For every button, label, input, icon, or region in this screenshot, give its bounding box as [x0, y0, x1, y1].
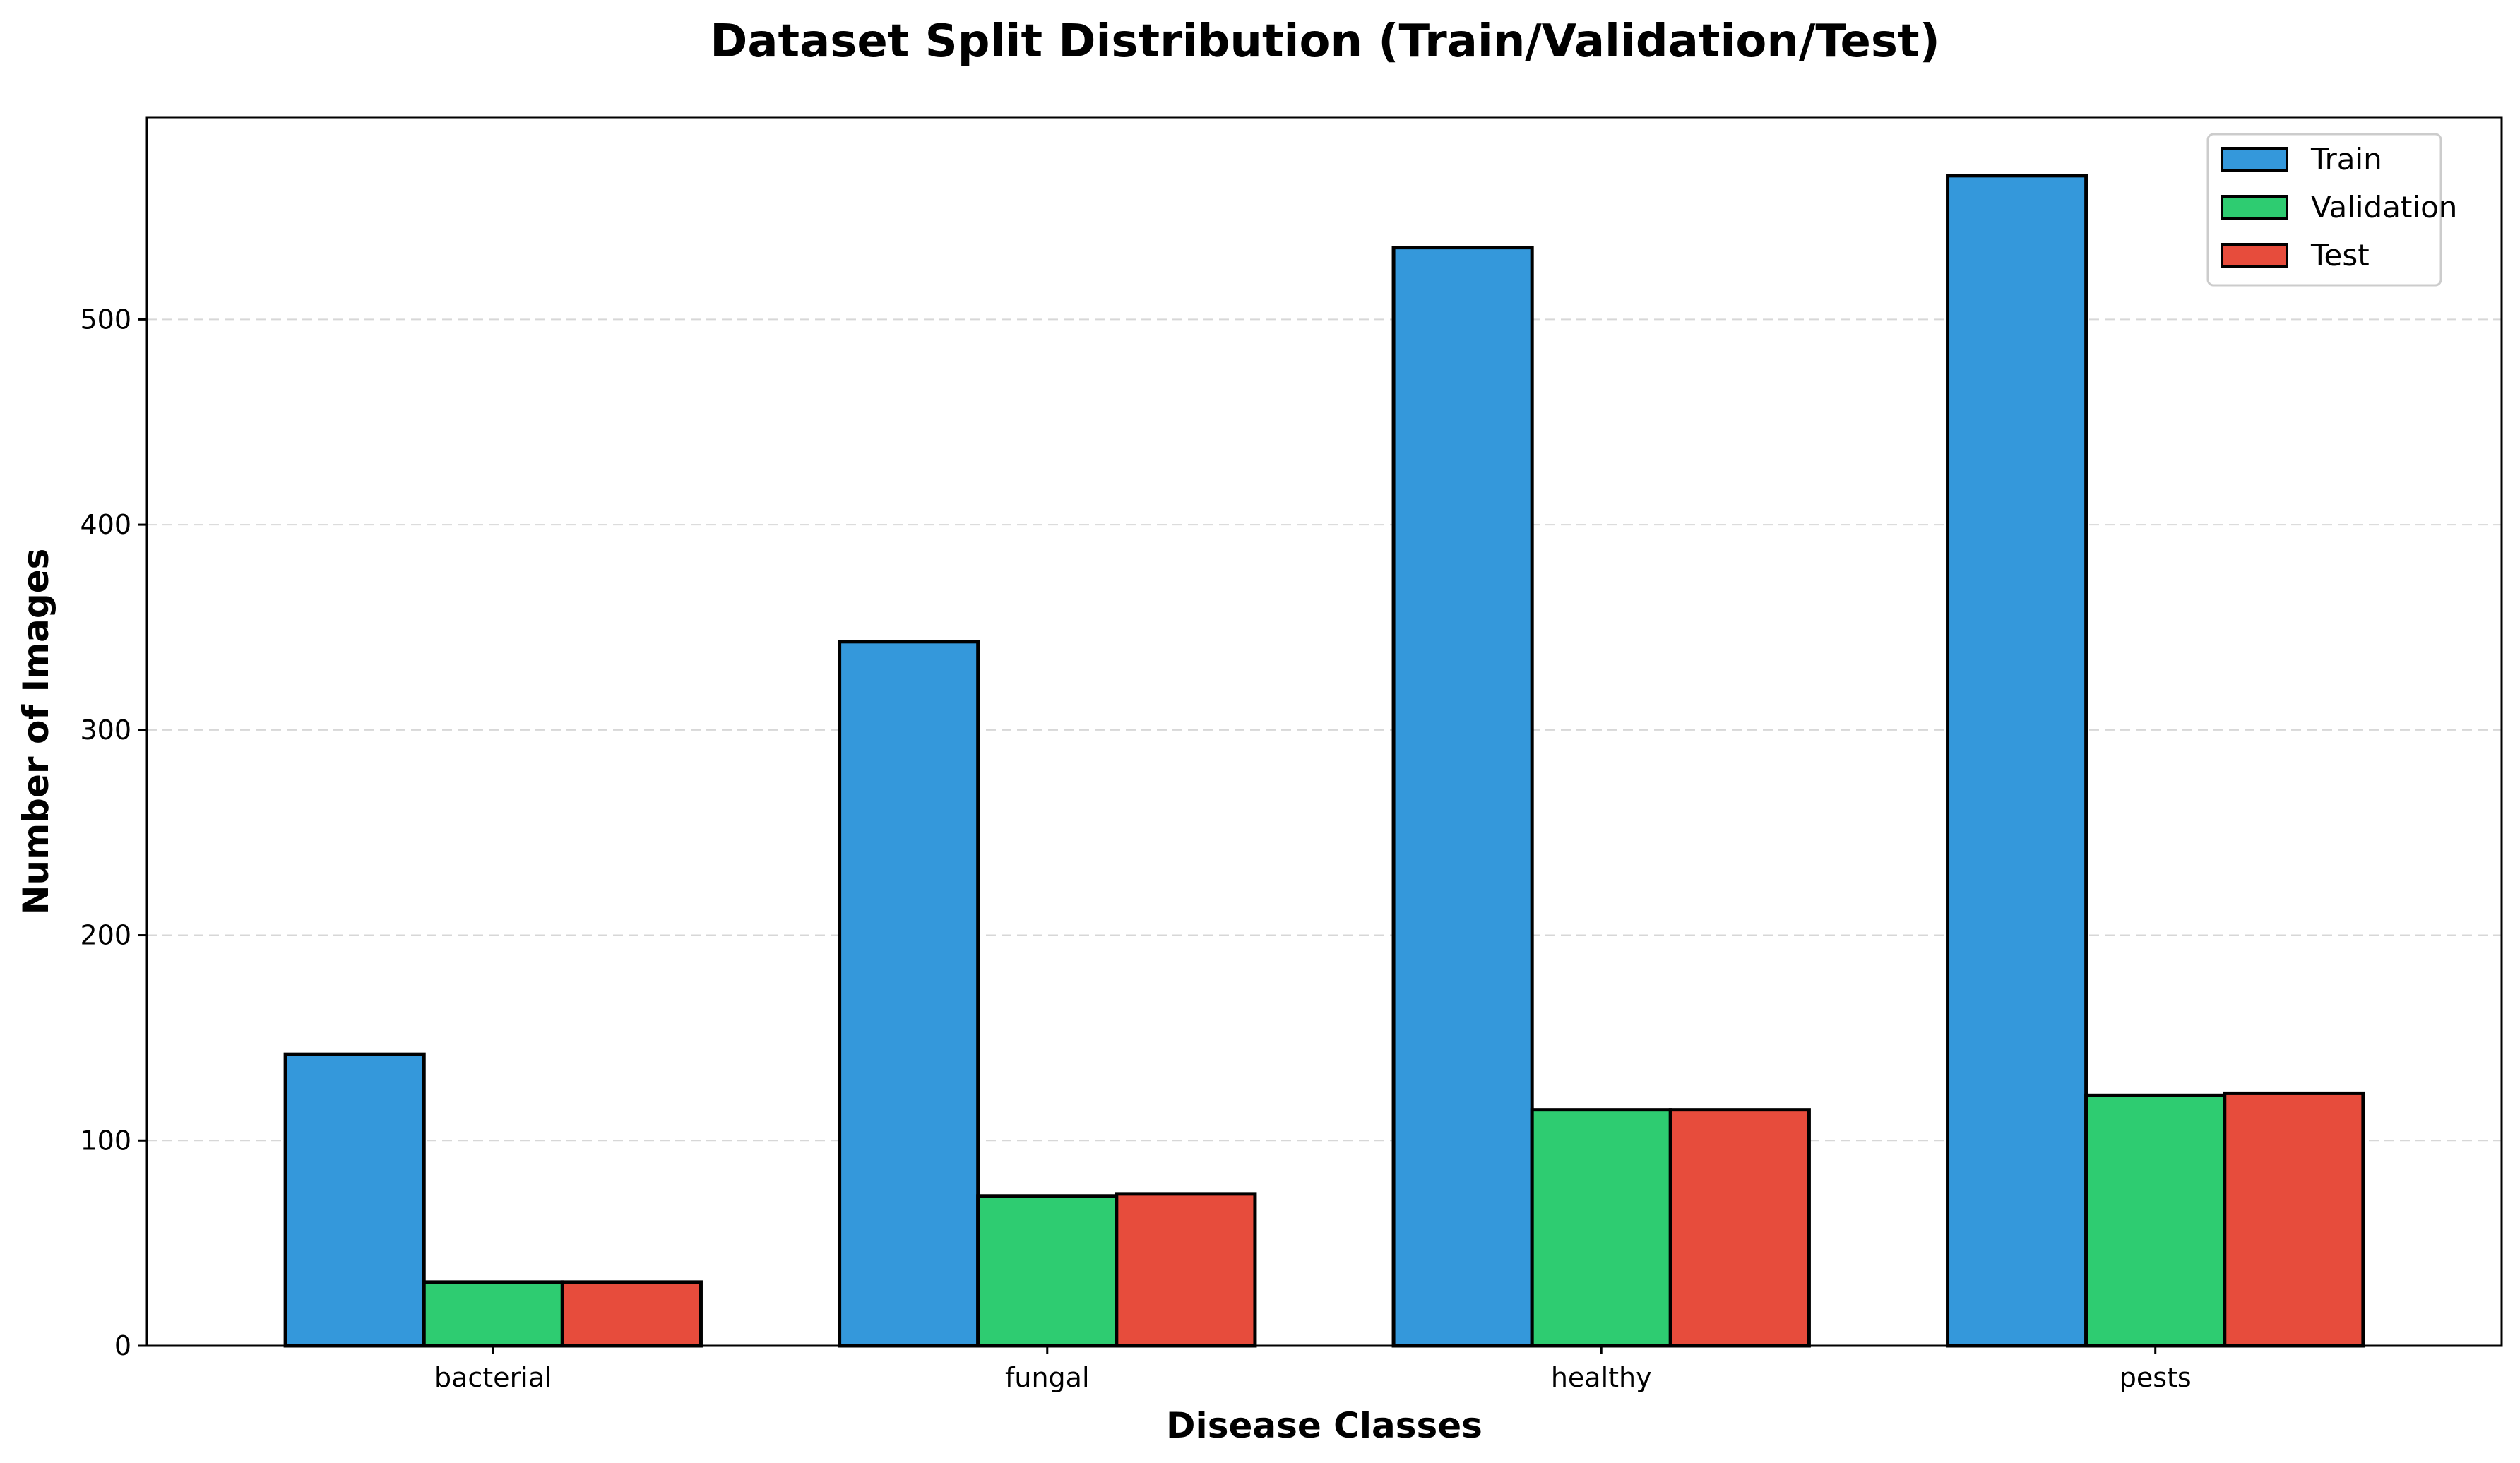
bar-test-healthy — [1670, 1110, 1809, 1346]
bar-train-pests — [1948, 176, 2086, 1346]
bar-train-fungal — [840, 642, 978, 1346]
bar-test-fungal — [1117, 1194, 1255, 1346]
x-tick-label-bacterial: bacterial — [434, 1362, 552, 1393]
x-tick-label-fungal: fungal — [1005, 1362, 1090, 1393]
legend-swatch-train — [2222, 148, 2287, 171]
legend-label-test: Test — [2310, 238, 2370, 273]
y-tick-label-1: 100 — [80, 1125, 131, 1156]
bar-validation-fungal — [978, 1196, 1117, 1346]
bar-test-pests — [2225, 1093, 2363, 1346]
x-tick-label-healthy: healthy — [1551, 1362, 1652, 1393]
x-axis-label: Disease Classes — [1166, 1405, 1482, 1446]
y-tick-label-4: 400 — [80, 509, 131, 540]
y-axis-label: Number of Images — [16, 549, 57, 915]
y-tick-label-0: 0 — [114, 1330, 131, 1361]
legend-label-validation: Validation — [2311, 190, 2457, 225]
bar-validation-healthy — [1532, 1110, 1670, 1346]
legend-label-train: Train — [2310, 142, 2382, 177]
bar-train-healthy — [1393, 248, 1532, 1346]
bar-validation-bacterial — [424, 1282, 562, 1346]
legend: Train Validation Test — [2208, 134, 2457, 285]
legend-swatch-validation — [2222, 196, 2287, 219]
bar-train-bacterial — [285, 1054, 424, 1346]
bar-test-bacterial — [562, 1282, 701, 1346]
chart-title: Dataset Split Distribution (Train/Valida… — [710, 16, 1940, 68]
y-tick-label-3: 300 — [80, 715, 131, 746]
bar-validation-pests — [2086, 1095, 2225, 1346]
legend-swatch-test — [2222, 244, 2287, 267]
y-tick-label-5: 500 — [80, 304, 131, 335]
y-tick-label-2: 200 — [80, 920, 131, 951]
x-tick-label-pests: pests — [2120, 1362, 2192, 1393]
